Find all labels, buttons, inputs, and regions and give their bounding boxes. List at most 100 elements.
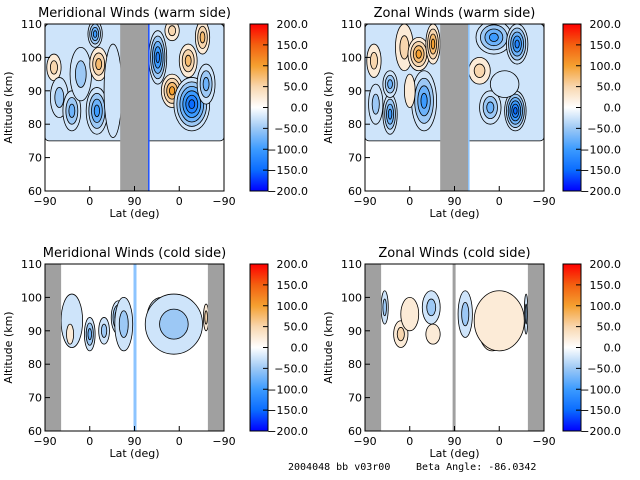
y-tick-label: 90	[28, 85, 42, 98]
x-axis-label: Lat (deg)	[430, 447, 480, 460]
colorbar-tick-label: −200.0	[580, 425, 621, 438]
data-gap-line	[452, 264, 456, 431]
edge-gap-left	[365, 264, 382, 431]
contour-level	[68, 103, 76, 118]
panel-title: Meridional Winds (warm side)	[38, 6, 231, 21]
contour-level	[103, 43, 123, 138]
contour-level	[66, 323, 75, 345]
y-tick-label: 70	[348, 152, 362, 165]
x-tick-label: 90	[128, 435, 142, 448]
y-tick-label: 110	[21, 258, 42, 271]
colorbar-tick-label: 200.0	[277, 18, 309, 31]
y-tick-label: 80	[348, 118, 362, 131]
colorbar-tick-label: 150.0	[590, 279, 622, 292]
colorbar-tick-label: −150.0	[267, 404, 308, 417]
colorbar-tick-label: 50.0	[284, 321, 309, 334]
colorbar-tick-label: −150.0	[580, 404, 621, 417]
plot-area	[365, 24, 544, 191]
x-axis-label: Lat (deg)	[110, 447, 160, 460]
y-axis-label: Altitude (km)	[2, 311, 15, 383]
contour-level	[159, 308, 189, 340]
colorbar-tick-label: −50.0	[587, 122, 621, 135]
contour-level	[486, 101, 495, 114]
contour-level	[489, 32, 499, 42]
x-axis-label: Lat (deg)	[110, 207, 160, 220]
y-tick-label: 70	[28, 392, 42, 405]
contour-level	[49, 60, 58, 75]
colorbar-tick-label: 150.0	[590, 39, 622, 52]
colorbar-tick-label: 0.0	[604, 102, 622, 115]
x-tick-label: 0	[86, 435, 93, 448]
data-gap-band	[440, 24, 469, 191]
contour-level	[399, 35, 410, 60]
contour-level	[188, 99, 196, 110]
y-tick-label: 100	[21, 291, 42, 304]
plot-area	[45, 24, 224, 191]
contour-level	[430, 38, 436, 50]
colorbar-tick-label: −100.0	[267, 143, 308, 156]
panel-title: Meridional Winds (cold side)	[43, 246, 226, 261]
contour-level	[169, 86, 176, 96]
x-tick-label: 0	[176, 435, 183, 448]
y-tick-label: 110	[341, 258, 362, 271]
contour-level	[92, 30, 98, 38]
colorbar-tick-label: −50.0	[274, 122, 308, 135]
colorbar-tick-label: −100.0	[267, 383, 308, 396]
x-tick-label: 0	[496, 435, 503, 448]
y-tick-label: 100	[341, 291, 362, 304]
contour-level	[415, 49, 422, 59]
x-tick-label: −90	[212, 435, 235, 448]
contour-level	[100, 323, 108, 338]
x-tick-label: −90	[532, 435, 555, 448]
contour-level	[184, 54, 192, 67]
contour-level	[87, 328, 92, 341]
x-tick-label: 0	[496, 195, 503, 208]
contour-level	[400, 296, 420, 332]
x-tick-label: −90	[532, 195, 555, 208]
colorbar-tick-label: 50.0	[284, 81, 309, 94]
panel-3: Zonal Winds (cold side)11010090807060−90…	[322, 246, 621, 460]
y-tick-label: 100	[341, 51, 362, 64]
colorbar-tick-label: −200.0	[580, 185, 621, 198]
y-tick-label: 90	[348, 85, 362, 98]
y-tick-label: 60	[28, 185, 42, 198]
edge-gap-right	[527, 264, 544, 431]
panel-0: Meridional Winds (warm side)110 100 90 80 70…	[2, 6, 308, 220]
contour-level	[473, 290, 525, 352]
y-tick-label: 70	[348, 392, 362, 405]
colorbar-tick-label: −100.0	[580, 143, 621, 156]
x-tick-label: −90	[33, 195, 56, 208]
colorbar-tick-label: 50.0	[597, 81, 622, 94]
panel-title: Zonal Winds (cold side)	[378, 246, 530, 261]
x-tick-label: −90	[353, 435, 376, 448]
contour-level	[396, 327, 405, 342]
contour-level	[204, 310, 208, 325]
contour-level	[155, 51, 160, 64]
contour-level	[199, 31, 206, 44]
y-axis-label: Altitude (km)	[322, 311, 335, 383]
colorbar-tick-label: 200.0	[590, 258, 622, 271]
colorbar-tick-label: 200.0	[277, 258, 309, 271]
edge-gap-left	[45, 264, 62, 431]
data-gap-band	[120, 24, 149, 191]
panel-2: Meridional Winds (cold side)110 100 90 80 70…	[2, 246, 308, 460]
x-tick-label: 0	[176, 195, 183, 208]
colorbar-tick-label: 50.0	[597, 321, 622, 334]
colorbar-tick-label: −150.0	[580, 164, 621, 177]
y-tick-label: 60	[348, 425, 362, 438]
x-tick-label: 90	[128, 195, 142, 208]
y-tick-label: 110	[21, 18, 42, 31]
plot-area	[365, 264, 544, 431]
y-tick-label: 80	[28, 118, 42, 131]
contour-level	[202, 77, 210, 92]
x-tick-label: 90	[448, 435, 462, 448]
footer-orbit-id: 2004048 bb v03r00	[288, 462, 390, 473]
y-tick-label: 80	[28, 358, 42, 371]
contour-level	[461, 302, 470, 327]
y-tick-label: 60	[348, 185, 362, 198]
colorbar-tick-label: 150.0	[277, 39, 309, 52]
colorbar-tick-label: −150.0	[267, 164, 308, 177]
contour-level	[382, 298, 387, 317]
contour-level	[524, 303, 528, 325]
